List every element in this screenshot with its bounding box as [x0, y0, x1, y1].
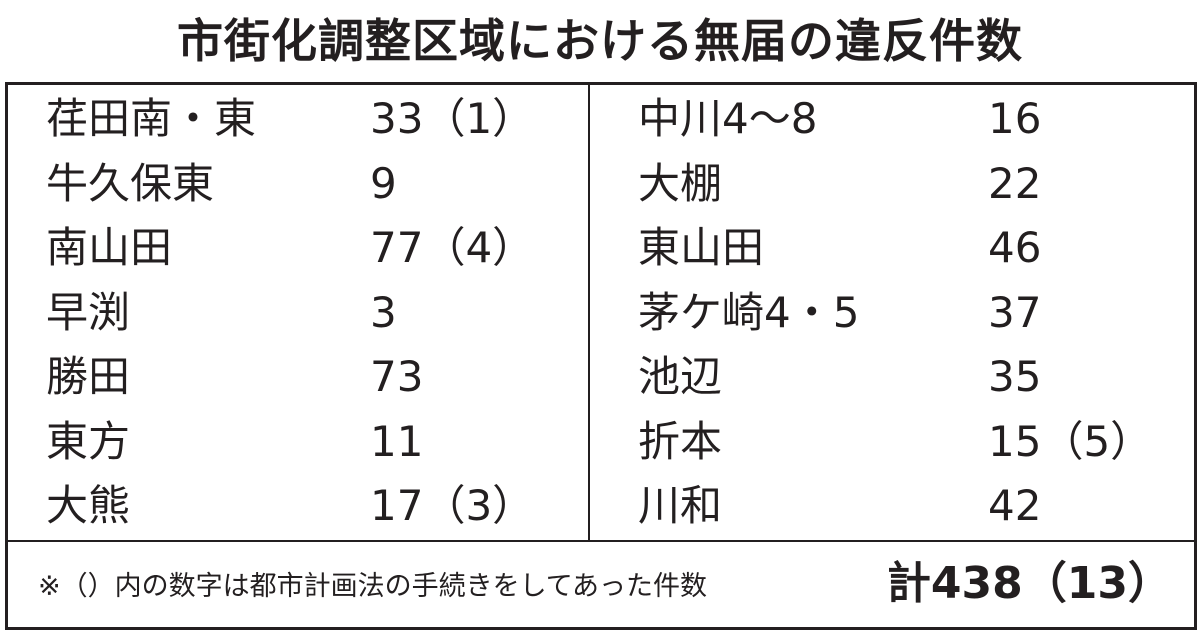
count: 77（4） [370, 223, 535, 272]
area-name: 東山田 [638, 223, 765, 272]
area-name: 茅ケ崎4・5 [638, 287, 860, 337]
count: 11 [370, 416, 424, 466]
count: 9 [370, 158, 397, 208]
count: 17（3） [370, 481, 535, 530]
count: 33（1） [370, 94, 535, 143]
footnote: ※（）内の数字は都市計画法の手続きをしてあった件数 [38, 571, 708, 602]
count: 42 [988, 481, 1042, 530]
total: 計438（13） [886, 558, 1172, 609]
count: 35 [988, 352, 1042, 401]
area-name: 勝田 [46, 352, 131, 401]
area-name: 牛久保東 [46, 158, 215, 208]
count: 15（5） [988, 416, 1153, 466]
count: 73 [370, 352, 424, 401]
area-name: 早渕 [46, 287, 131, 337]
area-name: 大熊 [46, 481, 131, 530]
count: 16 [988, 94, 1042, 143]
count: 37 [988, 287, 1042, 337]
table: 荏田南・東 33（1） 中川4～8 16 牛久保東 9 大棚 22 南山田 77（4） 東山田 46 早… [5, 82, 1197, 630]
count: 3 [370, 287, 397, 337]
column-divider [588, 85, 590, 540]
area-name: 川和 [638, 481, 723, 530]
footer-divider [8, 540, 1194, 542]
title: 市街化調整区域における無届の違反件数 [177, 14, 1023, 68]
area-name: 南山田 [46, 223, 173, 272]
area-name: 折本 [638, 416, 723, 466]
area-name: 荏田南・東 [46, 94, 257, 143]
area-name: 東方 [46, 416, 131, 466]
count: 46 [988, 223, 1042, 272]
area-name: 池辺 [638, 352, 723, 401]
count: 22 [988, 158, 1042, 208]
area-name: 中川4～8 [638, 94, 818, 143]
area-name: 大棚 [638, 158, 723, 208]
